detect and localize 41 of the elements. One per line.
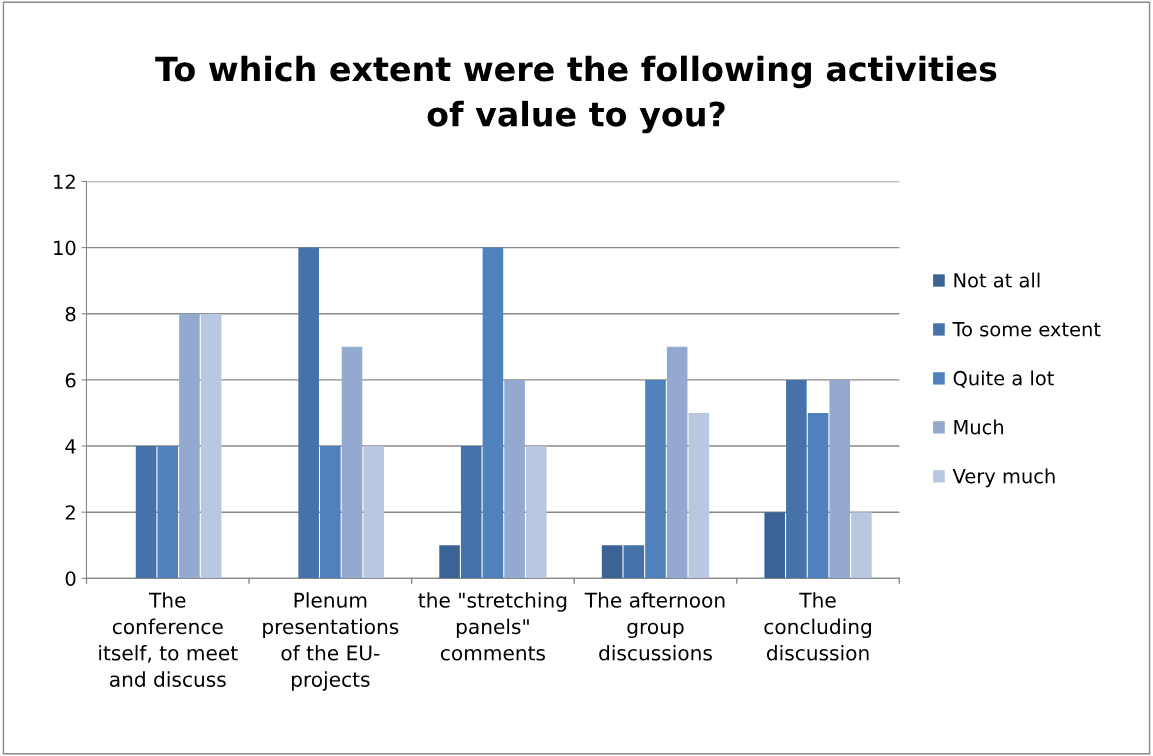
y-tick-label: 8 [65,306,76,322]
chart-title: To which extent were the following activities of value to you? [155,55,997,134]
y-tick-label: 2 [65,505,75,520]
bar [320,446,341,579]
y-tick-label: 10 [54,240,76,256]
bar [601,545,623,579]
bar [829,379,851,579]
bar [525,446,547,579]
legend-label: Very much [952,468,1055,488]
y-tick-label: 0 [65,571,76,586]
legend-label: Much [954,419,1004,435]
bar [623,545,645,579]
bar [157,446,179,579]
bar [135,446,157,579]
bar [807,412,829,579]
x-tick-label: The afternoon group discussions [584,592,725,661]
legend-label: Not at all [954,272,1040,288]
bar [688,412,710,579]
bar [363,446,384,579]
bar [460,446,482,579]
bar [341,346,363,579]
x-tick-label: Plenum presentations of the EU- projects [263,592,399,691]
bar [764,512,785,579]
bar [645,379,666,579]
y-tick-label: 6 [65,372,76,388]
bar [298,247,319,579]
y-tick-label: 4 [65,439,76,454]
y-tick-label: 12 [54,174,75,189]
bar [179,313,200,579]
bar [439,545,460,579]
x-tick-label: the "stretching panels" comments [418,592,567,661]
bar [786,379,807,579]
bar [851,512,872,579]
bar [200,313,222,579]
bar [666,346,688,579]
x-tick-label: The concluding discussion [764,592,871,661]
legend-label: Quite a lot [953,370,1054,388]
bar [482,247,504,579]
x-tick-label: The conference itself, to meet and discuss [99,592,238,687]
legend-label: To some extent [952,322,1101,337]
bar [504,379,525,579]
